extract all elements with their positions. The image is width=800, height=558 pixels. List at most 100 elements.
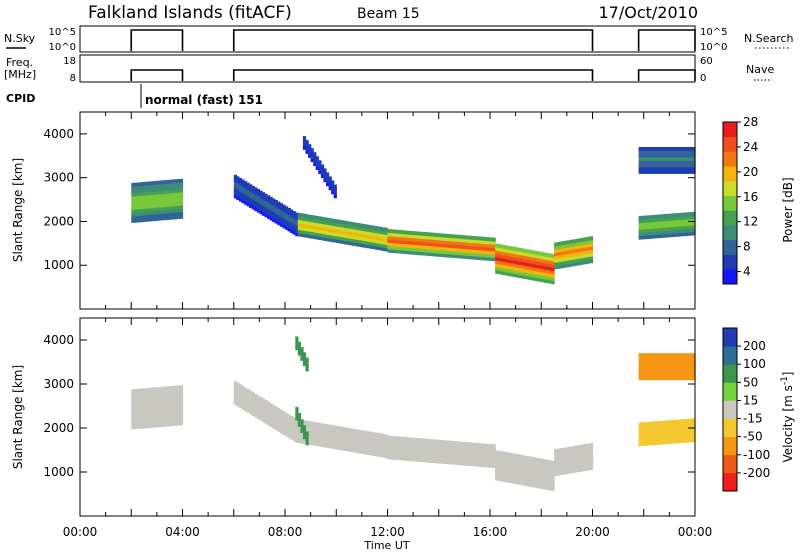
echo-cell-755 [420,238,424,243]
echo-cell-1660 [692,153,696,158]
echo-cell-156 [164,422,168,427]
echo-cell-1386 [656,221,660,225]
echo-cell-985 [502,464,506,469]
echo-cell-1598 [671,147,676,151]
echo-cell-78 [146,404,150,409]
echo-cell-1614 [682,366,686,371]
echo-cell-639 [379,246,383,251]
echo-cell-1335 [643,441,647,446]
echo-cell-730 [413,457,417,462]
echo-cell-495 [326,227,330,232]
echo-cell-1138 [546,473,550,477]
echo-cell-1185 [561,264,565,268]
echo-cell-1024 [513,250,517,255]
echo-cell-1237 [577,248,581,253]
echo-cell-256 [238,191,243,195]
echo-cell-648 [382,240,386,245]
echo-cell-600 [364,234,368,238]
echo-cell-1545 [659,356,663,361]
echo-cell-1564 [661,153,665,158]
echo-cell-90 [149,197,153,202]
echo-cell-306 [256,198,260,203]
echo-cell-1244 [579,457,583,462]
echo-cell-1271 [587,240,591,244]
echo-cell-927 [484,253,489,258]
echo-cell-335 [267,408,271,413]
echo-cell-1428 [677,432,681,437]
echo-cell-1078 [528,253,532,257]
echo-cell-626 [374,449,378,453]
echo-cell-409 [295,229,299,233]
echo-cell-533 [338,426,342,431]
echo-cell-656 [384,237,389,242]
colorbar-segment-3 [723,418,737,438]
echo-cell-1196 [564,460,568,465]
echo-cell-305 [256,202,260,206]
echo-cell-1270 [587,243,591,248]
echo-cell-904 [474,236,478,241]
echo-cell-697 [400,243,404,248]
echo-cell-1375 [654,234,658,239]
echo-cell-1423 [669,213,673,218]
x-tick-label-3: 12:00 [370,525,405,539]
echo-cell-965 [497,263,501,268]
echo-cell-1396 [661,233,665,238]
echo-cell-591 [361,240,366,245]
echo-cell-418 [297,222,301,227]
echo-cell-850 [456,251,460,256]
echo-cell-84 [149,217,153,222]
echo-cell-483 [320,220,325,224]
echo-cell-1508 [648,373,653,377]
echo-cell-1255 [582,447,586,452]
echo-cell-1118 [541,478,545,483]
echo-cell-1000 [507,475,512,480]
echo-cell-1125 [543,278,547,283]
echo-cell-968 [497,460,501,465]
echo-cell-311 [259,413,263,418]
echo-cell-1452 [684,422,688,427]
echo-cell-1294 [310,154,314,159]
echo-cell-1640 [689,359,694,364]
echo-cell-1077 [528,463,532,467]
echo-cell-1215 [569,243,573,247]
echo-cell-265 [241,186,245,190]
echo-cell-747 [418,241,422,246]
echo-cell-1113 [538,258,542,263]
echo-cell-252 [236,179,240,184]
echo-cell-1576 [666,166,670,171]
echo-cell-819 [443,237,448,241]
echo-cell-1389 [661,424,665,428]
echo-cell-1353 [643,215,647,220]
echo-cell-1110 [538,474,542,479]
echo-cell-1542 [654,147,658,151]
echo-cell-1370 [656,440,660,445]
echo-cell-1622 [684,366,688,371]
echo-cell-194 [172,209,176,213]
echo-cell-640 [379,243,383,248]
echo-cell-11 [131,182,135,187]
echo-cell-571 [354,442,358,447]
echo-cell-249 [236,395,240,400]
echo-cell-494 [326,437,330,442]
echo-cell-310 [259,416,263,421]
echo-cell-120 [156,423,161,428]
echo-cell-558 [349,438,353,442]
echo-cell-453 [310,224,314,229]
echo-cell-1422 [674,429,678,434]
echo-cell-1095 [533,464,537,468]
echo-cell-353 [274,423,278,427]
echo-cell-104 [151,191,155,195]
echo-cell-484 [320,216,325,221]
echo-cell-811 [441,446,445,451]
echo-cell-1218 [572,465,576,470]
echo-cell-794 [436,249,440,254]
echo-cell-1329 [641,438,645,443]
echo-cell-1617 [679,163,683,168]
echo-cell-336 [267,405,271,409]
echo-cell-969 [497,457,501,462]
echo-cell-1291 [308,147,312,152]
freq-label-line1: Freq. [6,56,33,69]
echo-cell-1407 [669,433,673,438]
echo-cell-978 [500,251,504,255]
echo-cell-486 [323,440,327,445]
